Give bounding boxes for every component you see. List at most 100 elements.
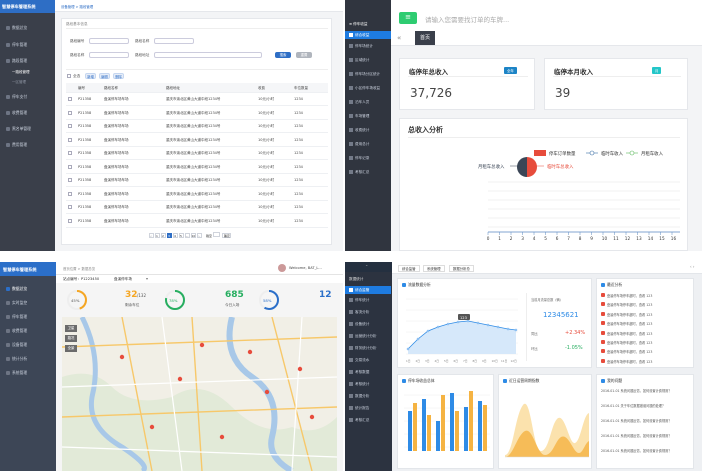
sidebar-item-system[interactable]: 系统管理 — [6, 370, 27, 376]
delete-button[interactable]: 删除 — [113, 73, 124, 79]
tab-2[interactable]: 数据分析总 — [449, 265, 474, 272]
list-item[interactable]: 盘溪停车场停车超时，查看 123 — [601, 320, 685, 327]
sidebar-item-5[interactable]: 泊车人员 — [349, 100, 369, 105]
sidebar-item-device[interactable]: 设备管理 — [6, 342, 27, 348]
sidebar-item-overview[interactable]: 数据总览 — [6, 286, 27, 292]
page-prev[interactable]: ‹ — [148, 233, 154, 238]
table-row[interactable]: P21358 盘溪停车场车场 重庆市渝北区黄山大道中段1234号 10元/小时 1234 — [66, 201, 328, 214]
tab-1[interactable]: 系统管理 — [423, 265, 445, 272]
sidebar-item-parking[interactable]: 停车管理 — [6, 42, 27, 48]
map-panorama-button[interactable]: 全景 — [65, 345, 77, 352]
sidebar-item-11[interactable]: 考核汇总 — [349, 418, 369, 423]
map-satellite-button[interactable]: 卫星 — [65, 325, 77, 332]
select-all-checkbox[interactable] — [67, 74, 71, 78]
list-item[interactable]: 盘溪停车场停车超时，查看 123 — [601, 311, 685, 318]
row-checkbox[interactable] — [68, 191, 72, 196]
sidebar-item-9[interactable]: 数据分析 — [349, 394, 369, 399]
question-item[interactable]: 2016-01-01 关于车位数据错误问题的处理？ — [601, 404, 666, 408]
sidebar-item-0[interactable]: 综合收益 — [345, 31, 391, 39]
list-item[interactable]: 盘溪停车场停车超时，查看 123 — [601, 358, 685, 365]
page-confirm-button[interactable]: 确定 — [222, 233, 232, 238]
page-4[interactable]: 4 — [172, 233, 178, 238]
sidebar-item-1[interactable]: 停车场统计 — [349, 44, 373, 49]
search-button[interactable]: 搜索 — [275, 52, 291, 58]
page-3[interactable]: 3 — [166, 233, 172, 238]
row-checkbox[interactable] — [68, 97, 72, 101]
row-checkbox[interactable] — [68, 218, 72, 223]
sidebar-item-7[interactable]: 收费统计 — [349, 128, 369, 133]
sidebar-item-stats[interactable]: 统计分析 — [6, 356, 27, 362]
sidebar-item-7[interactable]: 考核数据 — [349, 370, 369, 375]
map-traffic-button[interactable]: 路况 — [65, 335, 77, 342]
avatar[interactable] — [278, 264, 286, 272]
sidebar-item-10[interactable]: 统计报告 — [349, 406, 369, 411]
sidebar-item-2[interactable]: 区域统计 — [349, 58, 369, 63]
row-checkbox[interactable] — [68, 137, 72, 142]
sidebar-item-road[interactable]: 路段管理 — [6, 58, 27, 64]
reset-button[interactable]: 重置 — [296, 52, 312, 58]
table-row[interactable]: P21358 盘溪停车场车场 重庆市渝北区黄山大道中段1234号 10元/小时 1234 — [66, 107, 328, 120]
sidebar-item-parking[interactable]: 停车管理 — [6, 314, 27, 320]
row-checkbox[interactable] — [68, 164, 72, 169]
sidebar-item-2[interactable]: 客流分析 — [349, 310, 369, 315]
table-row[interactable]: P21358 盘溪停车场车场 重庆市渝北区黄山大道中段1234号 10元/小时 1234 — [66, 161, 328, 174]
list-item[interactable]: 盘溪停车场停车超时，查看 123 — [601, 301, 685, 308]
page-2[interactable]: 2 — [160, 233, 166, 238]
question-item[interactable]: 2016-01-01 系统问题反馈，如何设置计费规则？ — [601, 434, 672, 438]
table-row[interactable]: P21358 盘溪停车场车场 重庆市渝北区黄山大道中段1234号 10元/小时 1234 — [66, 120, 328, 133]
code-input[interactable] — [89, 38, 129, 44]
sidebar-item-3[interactable]: 设备统计 — [349, 322, 369, 327]
table-row[interactable]: P21358 盘溪停车场车场 重庆市渝北区黄山大道中段1234号 10元/小时 1234 — [66, 215, 328, 228]
tab-nav-icon[interactable]: ‹ › — [690, 264, 695, 269]
name-input[interactable] — [154, 38, 194, 44]
page-next[interactable]: › — [196, 233, 202, 238]
page-goto-input[interactable] — [213, 232, 221, 237]
question-item[interactable]: 2016-01-01 系统问题反馈，如何设置计费规则？ — [601, 419, 672, 423]
address-input[interactable] — [154, 52, 262, 58]
page-10[interactable]: 10 — [190, 233, 196, 238]
sidebar-item-overview[interactable]: 数据总览 — [6, 25, 27, 31]
welcome-text[interactable]: Welcome, BAT_L... — [289, 266, 322, 270]
sidebar-item-6[interactable]: 交易流水 — [349, 358, 369, 363]
question-item[interactable]: 2016-01-01 系统问题反馈，如何设置计费规则？ — [601, 389, 672, 393]
search-input[interactable]: 请输入您需要找订单的车牌... — [425, 16, 510, 24]
sidebar-item-0[interactable]: 综合监管 — [345, 286, 391, 294]
tab-0[interactable]: 综合监管 — [398, 265, 420, 272]
name2-input[interactable] — [89, 52, 129, 58]
sidebar-item-pay[interactable]: 停车支付 — [6, 94, 27, 100]
table-row[interactable]: P21358 盘溪停车场车场 重庆市渝北区黄山大道中段1234号 10元/小时 1234 — [66, 147, 328, 160]
sidebar-item-monitor[interactable]: 实时监控 — [6, 300, 27, 306]
table-row[interactable]: P21358 盘溪停车场车场 重庆市渝北区黄山大道中段1234号 10元/小时 1234 — [66, 134, 328, 147]
sidebar-item-fee[interactable]: 收费管理 — [6, 110, 27, 116]
row-checkbox[interactable] — [68, 110, 72, 115]
list-item[interactable]: 盘溪停车场停车超时，查看 123 — [601, 339, 685, 346]
sidebar-item-4[interactable]: 运营统计分析 — [349, 334, 377, 339]
sidebar-item-8[interactable]: 费用总计 — [349, 142, 369, 147]
table-row[interactable]: P21358 盘溪停车场车场 重庆市渝北区黄山大道中段1234号 10元/小时 1234 — [66, 188, 328, 201]
sidebar-item-10[interactable]: 考核汇总 — [349, 170, 369, 175]
row-checkbox[interactable] — [68, 151, 72, 155]
table-row[interactable]: P21358 盘溪停车场车场 重庆市渝北区黄山大道中段1234号 10元/小时 1234 — [66, 174, 328, 187]
row-checkbox[interactable] — [68, 124, 72, 128]
sidebar-item-5[interactable]: 财务统计分析 — [349, 346, 377, 351]
page-1[interactable]: 1 — [154, 233, 160, 238]
sidebar-item-4[interactable]: 小区停车场收益 — [349, 86, 380, 91]
sidebar-item-8[interactable]: 考核统计 — [349, 382, 369, 387]
map[interactable]: 卫星 路况 全景 — [62, 317, 337, 471]
question-item[interactable]: 2016-01-01 系统问题反馈，如何设置计费规则？ — [601, 449, 672, 453]
row-checkbox[interactable] — [68, 205, 72, 209]
edit-button[interactable]: 编辑 — [99, 73, 110, 79]
sidebar-item-fee[interactable]: 收费管理 — [6, 328, 27, 334]
list-item[interactable]: 盘溪停车场停车超时，查看 123 — [601, 348, 685, 355]
sidebar-item-3[interactable]: 停车场分区统计 — [349, 72, 380, 77]
sidebar-item-9[interactable]: 停车记录 — [349, 156, 369, 161]
menu-toggle-icon[interactable]: ≡ — [399, 12, 417, 24]
tab-home[interactable]: 首页 — [415, 31, 435, 45]
sidebar-item-cost[interactable]: 费用管理 — [6, 142, 27, 148]
add-button[interactable]: 新增 — [85, 73, 96, 79]
chevron-down-icon[interactable]: ▾ — [146, 276, 149, 281]
table-row[interactable]: P21358 盘溪停车场车场 重庆市渝北区黄山大道中段1234号 10元/小时 1234 — [66, 93, 328, 106]
submenu-zone[interactable]: 一区管理 — [12, 80, 26, 84]
list-item[interactable]: 盘溪停车场停车超时，查看 123 — [601, 330, 685, 337]
row-checkbox[interactable] — [68, 178, 72, 182]
